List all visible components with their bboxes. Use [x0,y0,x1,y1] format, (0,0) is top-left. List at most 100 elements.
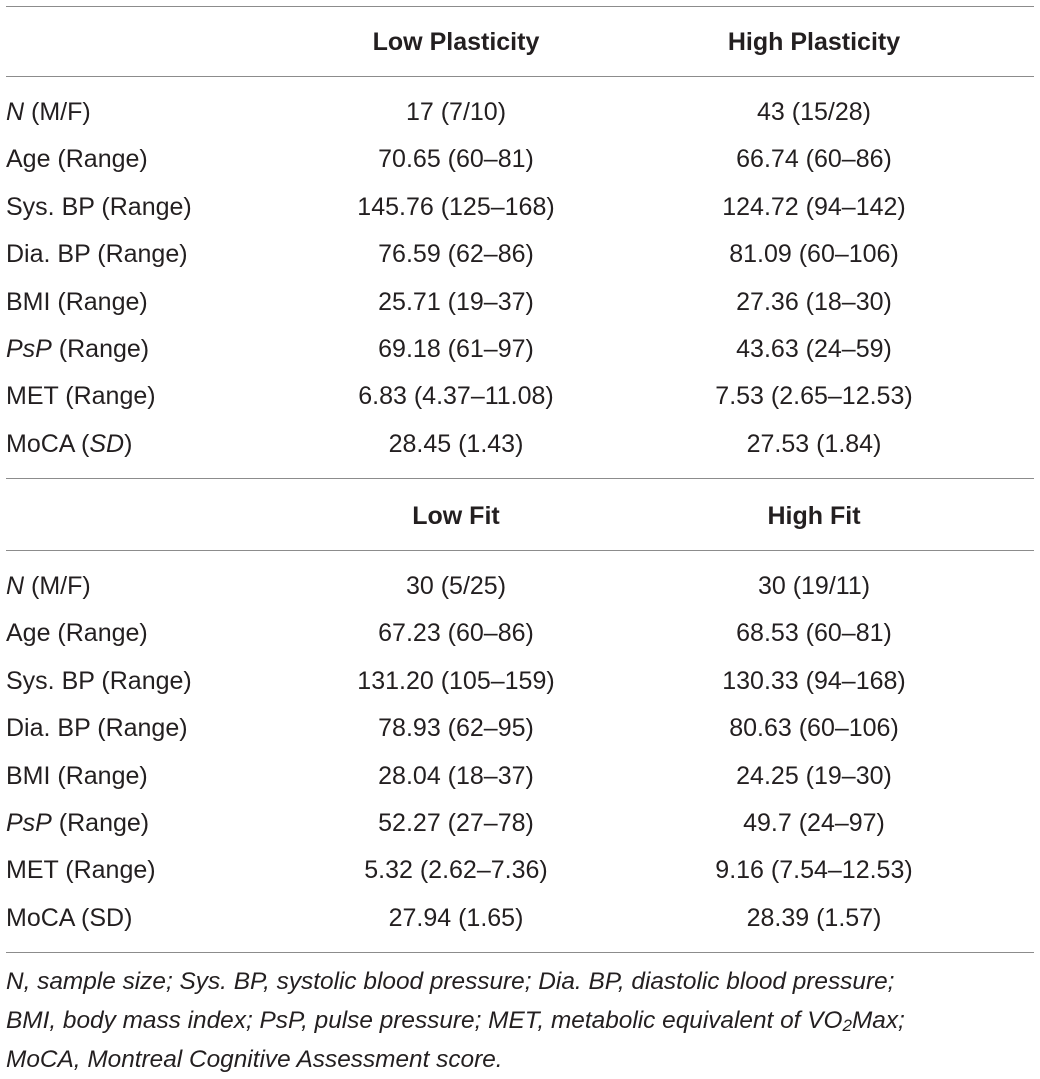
row-label-suffix: (Range) [51,335,150,363]
row-label: PsP (Range) [6,799,296,847]
cell-value-col2: 130.33 (94–168) [722,666,906,695]
section-2-header-rule [6,550,1034,551]
section-2-header: Low Fit High Fit [0,486,1040,546]
table-row: MoCA (SD) 27.94 (1.65) 28.39 (1.57) [0,894,1040,942]
row-label: Sys. BP (Range) [6,183,296,231]
row-label-text: BMI (Range) [6,761,148,790]
row-label-text: MoCA (SD) [6,903,133,932]
footnote-line-2: BMI, body mass index; PsP, pulse pressur… [6,1001,1034,1040]
cell-value-col1: 145.76 (125–168) [357,192,555,221]
cell-value-col2: 124.72 (94–142) [722,192,906,221]
row-label-italic: SD [89,429,125,458]
cell-value-col1: 25.71 (19–37) [378,287,534,316]
cell-value-col1: 28.45 (1.43) [388,429,524,458]
footnote-line-2-text: BMI, body mass index; PsP, pulse pressur… [6,1007,843,1034]
row-label: N (M/F) [6,562,296,610]
row-label-text: Age (Range) [6,145,148,174]
cell-value-col1: 6.83 (4.37–11.08) [358,382,554,411]
cell-value-col1: 28.04 (18–37) [378,761,534,790]
table-row: N (M/F) 17 (7/10) 43 (15/28) [0,88,1040,136]
section-1-header: Low Plasticity High Plasticity [0,12,1040,72]
table-row: PsP (Range) 69.18 (61–97) 43.63 (24–59) [0,325,1040,373]
cell-value-col1: 67.23 (60–86) [378,619,534,648]
cell-value-col2: 30 (19/11) [757,572,871,600]
cell-value-col1: 70.65 (60–81) [378,145,534,174]
cell-value-col2: 43 (15/28) [757,98,871,126]
cell-value-col1: 17 (7/10) [405,98,507,126]
row-label: PsP (Range) [6,325,296,373]
cell-value-col2: 80.63 (60–106) [729,714,899,743]
footnote-line-2-end: Max; [851,1007,905,1034]
cell-value-col2: 43.63 (24–59) [736,335,892,363]
cell-value-col1: 69.18 (61–97) [378,335,534,363]
row-label-text: Dia. BP (Range) [6,240,188,269]
row-label-text: Sys. BP (Range) [6,666,192,695]
row-label: Dia. BP (Range) [6,230,296,278]
row-label-text: MET (Range) [6,382,156,411]
cell-value-col1: 76.59 (62–86) [378,240,534,269]
cell-value-col2: 27.53 (1.84) [746,429,882,458]
row-label-italic: PsP [6,335,52,363]
table-row: MET (Range) 5.32 (2.62–7.36) 9.16 (7.54–12… [0,846,1040,894]
row-label: BMI (Range) [6,278,296,326]
cell-value-col2: 9.16 (7.54–12.53) [715,856,913,885]
column-header-high-fit: High Fit [767,502,861,530]
section-2-top-rule [6,478,1034,479]
row-label: Age (Range) [6,609,296,657]
cell-value-col2: 24.25 (19–30) [736,761,892,790]
cell-value-col1: 131.20 (105–159) [357,666,555,695]
footnote-subscript: 2 [842,1016,852,1035]
row-label-italic: PsP [6,809,52,837]
table-row: PsP (Range) 52.27 (27–78) 49.7 (24–97) [0,799,1040,847]
table-row: MoCA (SD) 28.45 (1.43) 27.53 (1.84) [0,420,1040,468]
footnote-line-1: N, sample size; Sys. BP, systolic blood … [6,968,895,995]
table-row: MET (Range) 6.83 (4.37–11.08) 7.53 (2.65–1… [0,372,1040,420]
table-bottom-rule [6,952,1034,953]
row-label-suffix: (M/F) [24,98,91,126]
column-header-high-plasticity: High Plasticity [727,28,901,56]
table-row: Sys. BP (Range) 131.20 (105–159) 130.33 (9… [0,657,1040,705]
row-label-text: MoCA ( [6,429,90,458]
cell-value-col2: 27.36 (18–30) [736,287,892,316]
cell-value-col1: 5.32 (2.62–7.36) [364,856,548,885]
row-label: Sys. BP (Range) [6,657,296,705]
row-label-text: BMI (Range) [6,287,148,316]
table-row: BMI (Range) 28.04 (18–37) 24.25 (19–30) [0,752,1040,800]
row-label-italic: N [6,98,25,126]
row-label: Dia. BP (Range) [6,704,296,752]
row-label-suffix: ) [124,429,133,458]
cell-value-col2: 81.09 (60–106) [729,240,899,269]
cell-value-col1: 27.94 (1.65) [388,903,524,932]
section-1-header-rule [6,76,1034,77]
row-label: MET (Range) [6,846,296,894]
table-row: Age (Range) 67.23 (60–86) 68.53 (60–81) [0,609,1040,657]
row-label: BMI (Range) [6,752,296,800]
row-label-italic: N [6,572,25,600]
row-label: Age (Range) [6,135,296,183]
cell-value-col1: 52.27 (27–78) [378,809,534,837]
table-row: Dia. BP (Range) 76.59 (62–86) 81.09 (60–10… [0,230,1040,278]
cell-value-col2: 68.53 (60–81) [736,619,892,648]
column-header-low-plasticity: Low Plasticity [372,28,540,56]
cell-value-col1: 78.93 (62–95) [378,714,534,743]
row-label: MoCA (SD) [6,894,296,942]
row-label-text: Age (Range) [6,619,148,648]
row-label: N (M/F) [6,88,296,136]
table-row: N (M/F) 30 (5/25) 30 (19/11) [0,562,1040,610]
cell-value-col2: 66.74 (60–86) [736,145,892,174]
row-label-text: Sys. BP (Range) [6,192,192,221]
row-label-suffix: (M/F) [24,572,91,600]
footnote-line-3: MoCA, Montreal Cognitive Assessment scor… [6,1046,503,1073]
row-label: MET (Range) [6,372,296,420]
table-row: Dia. BP (Range) 78.93 (62–95) 80.63 (60–10… [0,704,1040,752]
table-footnote: N, sample size; Sys. BP, systolic blood … [6,962,1034,1079]
table-row: Sys. BP (Range) 145.76 (125–168) 124.72 (9… [0,183,1040,231]
row-label-text: Dia. BP (Range) [6,714,188,743]
cell-value-col2: 49.7 (24–97) [743,809,885,837]
row-label-text: MET (Range) [6,856,156,885]
table-row: Age (Range) 70.65 (60–81) 66.74 (60–86) [0,135,1040,183]
cell-value-col2: 28.39 (1.57) [746,903,882,932]
table-row: BMI (Range) 25.71 (19–37) 27.36 (18–30) [0,278,1040,326]
row-label-suffix: (Range) [51,809,150,837]
row-label: MoCA (SD) [6,420,296,468]
